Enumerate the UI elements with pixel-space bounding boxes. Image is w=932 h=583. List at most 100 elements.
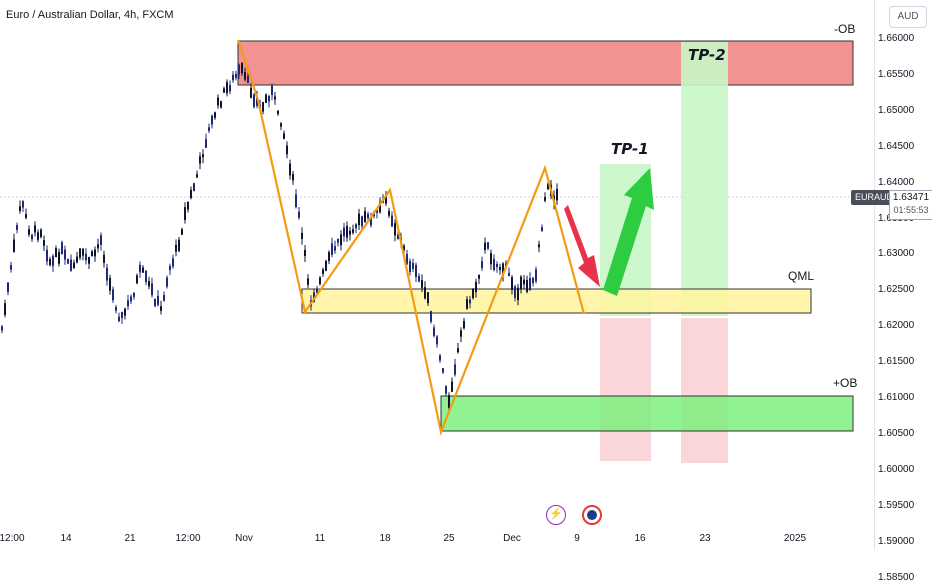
lightning-icon[interactable]: ⚡ xyxy=(546,505,566,525)
candle xyxy=(253,94,255,107)
candle xyxy=(232,74,234,81)
candle xyxy=(370,217,372,226)
candle xyxy=(418,275,420,282)
candle xyxy=(355,224,357,229)
currency-button[interactable]: AUD xyxy=(889,6,927,28)
tp2-stop-zone[interactable] xyxy=(681,318,728,463)
candle xyxy=(91,251,93,257)
candle xyxy=(142,267,144,273)
candle xyxy=(514,286,516,298)
candle xyxy=(526,280,528,292)
candle xyxy=(169,265,171,271)
bearish-arrow[interactable] xyxy=(564,205,600,287)
candle xyxy=(328,252,330,262)
candle xyxy=(97,244,99,249)
qml-zone[interactable] xyxy=(301,288,812,314)
candle xyxy=(421,280,423,288)
price-tick: 1.60500 xyxy=(878,427,915,439)
candle xyxy=(13,239,15,252)
candle xyxy=(46,249,48,262)
candle xyxy=(226,82,228,94)
candle xyxy=(184,207,186,220)
tp2-target-zone[interactable] xyxy=(681,42,728,316)
price-tick: 1.64000 xyxy=(878,176,915,188)
candle xyxy=(556,188,558,201)
candle xyxy=(100,235,102,245)
candle xyxy=(37,232,39,240)
tp1-stop-zone[interactable] xyxy=(600,318,651,461)
candle xyxy=(82,248,84,256)
price-tick: 1.65500 xyxy=(878,68,915,80)
candle xyxy=(43,240,45,246)
qml-pattern-line[interactable] xyxy=(236,39,586,436)
candle xyxy=(484,242,486,250)
candle xyxy=(88,257,90,264)
candle xyxy=(508,272,510,277)
price-tick: 1.63000 xyxy=(878,248,915,260)
price-tick: 1.62000 xyxy=(878,320,915,332)
candle xyxy=(199,156,201,164)
bullish-arrow[interactable] xyxy=(603,168,654,296)
candle xyxy=(403,245,405,251)
candle xyxy=(376,209,378,213)
candle xyxy=(391,215,393,227)
price-tick: 1.64500 xyxy=(878,140,915,152)
candle xyxy=(154,298,156,307)
candle xyxy=(406,253,408,265)
qml-label: QML xyxy=(788,269,815,283)
current-symbol-badge: EURAUD xyxy=(851,190,898,205)
candle xyxy=(532,277,534,284)
candle xyxy=(196,174,198,178)
candle xyxy=(397,234,399,240)
candle xyxy=(502,263,504,277)
candle xyxy=(445,386,447,394)
candle xyxy=(364,211,366,223)
candle xyxy=(490,253,492,265)
flag-icon[interactable] xyxy=(582,505,602,525)
candle xyxy=(244,72,246,80)
candle xyxy=(166,277,168,287)
candle xyxy=(34,225,36,233)
candle xyxy=(265,94,267,103)
candle xyxy=(22,201,24,208)
candle xyxy=(190,189,192,199)
price-tick: 1.59000 xyxy=(878,535,915,547)
bar-countdown: 01:55:53 xyxy=(893,205,929,215)
candle xyxy=(217,97,219,106)
candle xyxy=(388,210,390,216)
candle xyxy=(493,258,495,271)
supply-zone-ob[interactable] xyxy=(237,40,854,86)
candle xyxy=(130,296,132,302)
candle xyxy=(115,307,117,311)
price-chart[interactable] xyxy=(0,0,932,550)
candle xyxy=(511,277,513,291)
candle xyxy=(235,73,237,78)
candle xyxy=(499,267,501,271)
candle xyxy=(286,145,288,155)
candle xyxy=(460,330,462,337)
time-tick: 18 xyxy=(379,533,391,544)
price-tick: 1.61000 xyxy=(878,392,915,403)
candle xyxy=(385,194,387,204)
candle xyxy=(277,110,279,115)
candle xyxy=(94,249,96,257)
demand-zone-ob[interactable] xyxy=(440,395,854,432)
candle xyxy=(121,311,123,319)
candle xyxy=(31,234,33,240)
tp2-label: TP-2 xyxy=(688,46,726,64)
time-tick: 21 xyxy=(124,533,136,544)
candle xyxy=(241,62,243,74)
candle xyxy=(16,224,18,230)
candle xyxy=(346,225,348,238)
candle xyxy=(4,303,6,315)
candle xyxy=(340,234,342,246)
candle xyxy=(352,229,354,233)
candle xyxy=(523,279,525,285)
candle xyxy=(124,308,126,316)
candle xyxy=(187,202,189,210)
price-tick: 1.65000 xyxy=(878,104,915,116)
candle xyxy=(163,295,165,301)
candle xyxy=(367,213,369,218)
supply-zone-label: -OB xyxy=(834,22,856,36)
candle xyxy=(55,248,57,257)
